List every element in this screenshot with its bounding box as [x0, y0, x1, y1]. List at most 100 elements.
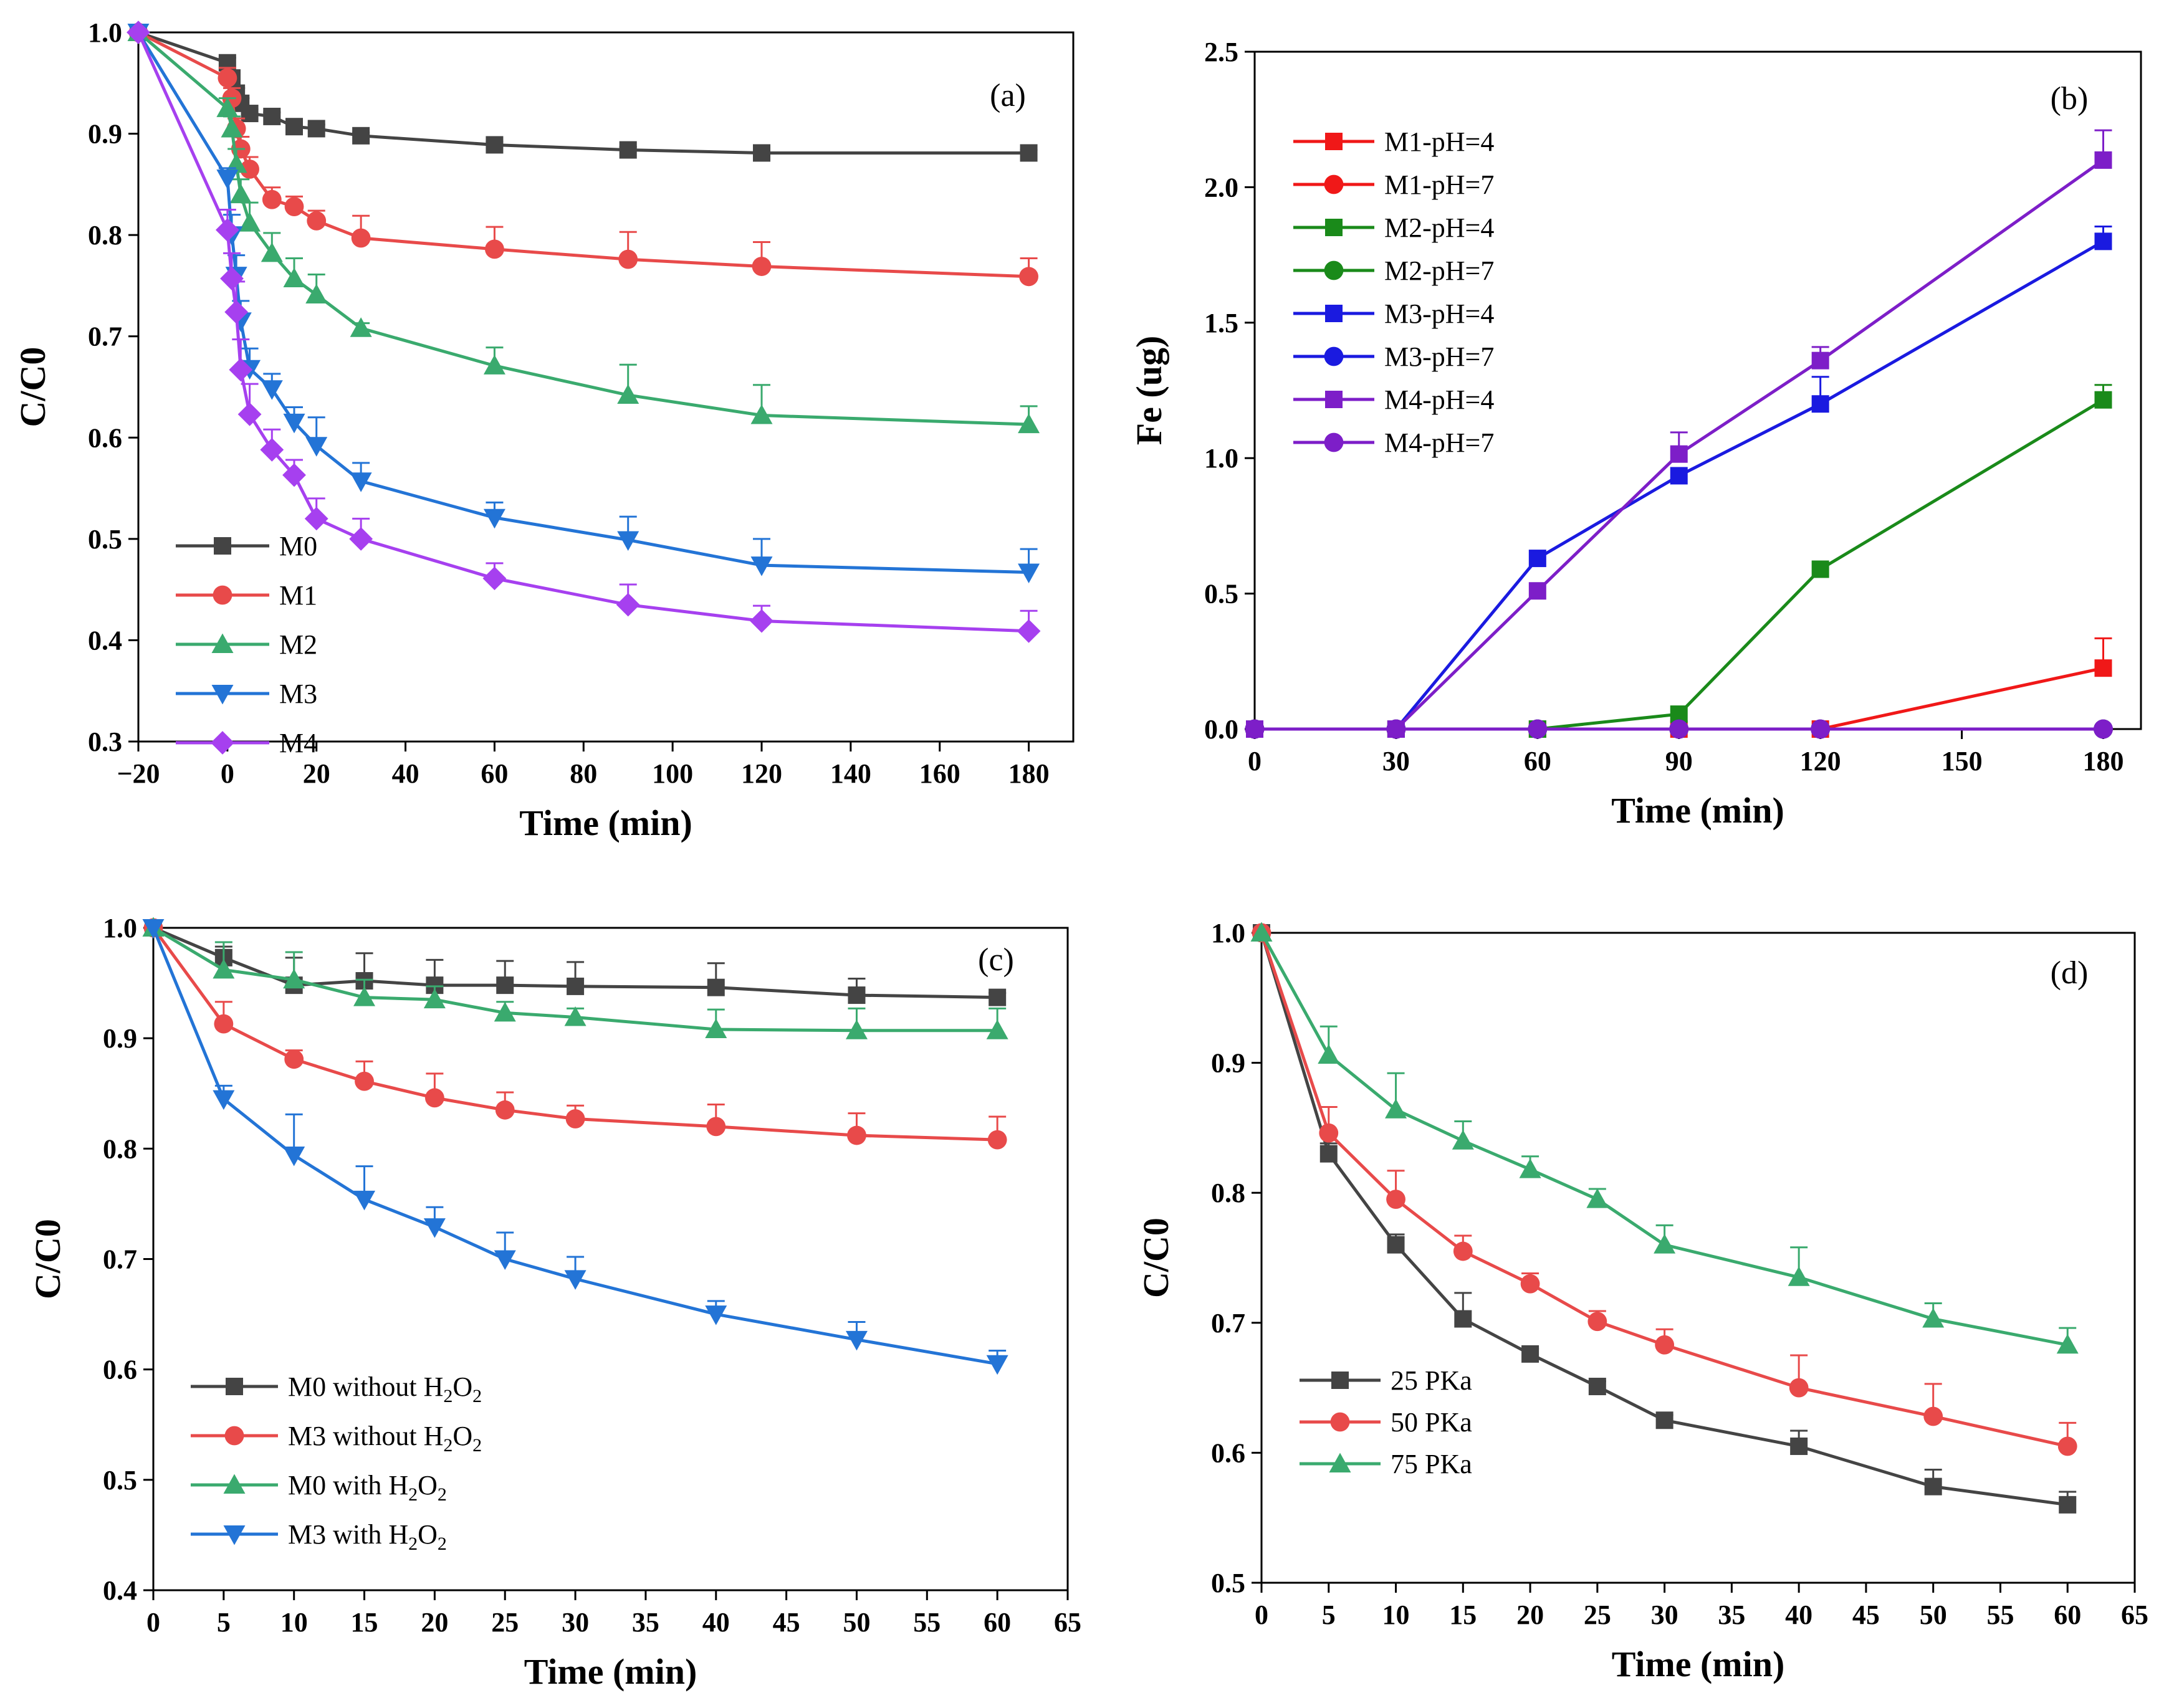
- x-tick-label: 15: [351, 1607, 378, 1638]
- data-point: [1811, 560, 1829, 578]
- data-point: [239, 212, 261, 232]
- data-point: [213, 958, 235, 979]
- x-tick-label: 65: [1054, 1607, 1081, 1638]
- legend-label: M2: [279, 629, 317, 660]
- data-point: [423, 988, 446, 1009]
- data-point: [1319, 1145, 1338, 1163]
- data-point: [1018, 563, 1040, 584]
- legend-label: M2-pH=4: [1384, 212, 1494, 243]
- data-point: [1924, 1477, 1942, 1496]
- data-point: [261, 242, 283, 262]
- data-point: [495, 1100, 515, 1120]
- data-point: [127, 21, 150, 44]
- data-point: [619, 141, 637, 159]
- legend-marker: [1324, 432, 1344, 452]
- data-point: [304, 507, 328, 531]
- x-tick-label: 80: [570, 758, 597, 789]
- x-tick-label: 40: [1785, 1600, 1812, 1630]
- series-line: [1260, 932, 2068, 1347]
- data-point: [750, 404, 773, 424]
- data-point: [2056, 1333, 2079, 1354]
- data-point: [752, 257, 772, 276]
- legend-marker: [1324, 260, 1344, 280]
- legend-label: M4-pH=4: [1384, 384, 1494, 415]
- data-point: [283, 1146, 305, 1166]
- x-tick-label: 25: [1584, 1600, 1611, 1630]
- legend-marker: [1325, 219, 1343, 236]
- data-point: [221, 117, 243, 138]
- x-tick-label: 180: [2082, 746, 2124, 776]
- y-axis-title: C/C0: [12, 347, 53, 427]
- data-point: [1669, 719, 1689, 739]
- y-tick-label: 0.6: [103, 1355, 137, 1385]
- legend-marker: [226, 1378, 243, 1395]
- data-point: [2094, 391, 2112, 409]
- data-point: [750, 556, 773, 576]
- legend-label: M3-pH=7: [1384, 341, 1494, 372]
- data-point: [1454, 1310, 1472, 1328]
- data-point: [261, 380, 283, 400]
- legend-label: M4: [279, 728, 317, 758]
- data-point: [229, 358, 253, 382]
- legend: 25 PKa 50 PKa 75 PKa: [1300, 1365, 1472, 1479]
- x-tick-label: 35: [1718, 1600, 1745, 1630]
- legend-marker: [224, 1426, 244, 1446]
- data-point: [305, 284, 328, 304]
- data-point: [260, 437, 284, 462]
- legend-label: 75 PKa: [1391, 1449, 1472, 1479]
- data-point: [1789, 1378, 1809, 1398]
- x-tick-label: 20: [421, 1607, 448, 1638]
- data-point: [705, 1305, 727, 1325]
- data-point: [262, 189, 282, 209]
- data-point: [483, 508, 505, 529]
- x-tick-label: 50: [843, 1607, 870, 1638]
- legend-marker: [211, 731, 234, 755]
- x-tick-label: 120: [741, 758, 782, 789]
- data-point: [305, 437, 328, 457]
- data-point: [349, 527, 373, 551]
- legend-marker: [1325, 305, 1343, 322]
- series-line: [1260, 932, 2068, 1507]
- data-point: [1670, 467, 1688, 485]
- x-axis-title: Time (min): [1611, 790, 1784, 831]
- series-m0-with-h2o2: [142, 917, 1008, 1039]
- legend-label: M3 with H2O2: [288, 1519, 447, 1554]
- panel-label: (a): [990, 78, 1026, 113]
- x-tick-label: 35: [632, 1607, 659, 1638]
- y-tick-label: 0.8: [1211, 1178, 1245, 1208]
- x-tick-label: 60: [1524, 746, 1551, 776]
- data-point: [494, 1250, 516, 1270]
- y-tick-label: 1.0: [1211, 918, 1245, 948]
- data-point: [218, 68, 237, 88]
- data-point: [307, 211, 327, 231]
- legend-marker: [1329, 1453, 1351, 1472]
- data-point: [1811, 719, 1831, 739]
- legend-label: M4-pH=7: [1384, 427, 1494, 458]
- data-point: [989, 988, 1007, 1006]
- data-point: [263, 107, 281, 125]
- legend-label: M1: [279, 580, 317, 611]
- x-tick-label: 0: [221, 758, 234, 789]
- x-tick-label: 30: [1651, 1600, 1678, 1630]
- x-tick-label: 160: [919, 758, 960, 789]
- x-tick-label: 55: [1986, 1600, 2014, 1630]
- y-tick-label: 0.5: [1211, 1568, 1245, 1598]
- data-point: [1250, 922, 1273, 942]
- data-point: [1018, 413, 1040, 434]
- legend: M1-pH=4 M1-pH=7 M2-pH=4 M2-pH=7 M3-pH=4 M3-pH…: [1293, 126, 1494, 458]
- legend-label: M2-pH=7: [1384, 255, 1494, 286]
- data-point: [2094, 151, 2112, 169]
- y-tick-label: 1.0: [1204, 443, 1238, 474]
- data-point: [564, 1006, 587, 1026]
- legend: M0 without H2O2 M3 without H2O2 M0 with H2…: [191, 1372, 482, 1554]
- data-point: [2094, 232, 2112, 250]
- data-point: [224, 300, 249, 324]
- y-tick-label: 0.7: [88, 322, 122, 352]
- data-point: [2094, 719, 2113, 739]
- data-point: [283, 267, 305, 288]
- panel-label: (c): [978, 942, 1014, 978]
- legend-marker: [1324, 174, 1344, 194]
- x-tick-label: −20: [117, 758, 160, 789]
- data-point: [1387, 1236, 1405, 1254]
